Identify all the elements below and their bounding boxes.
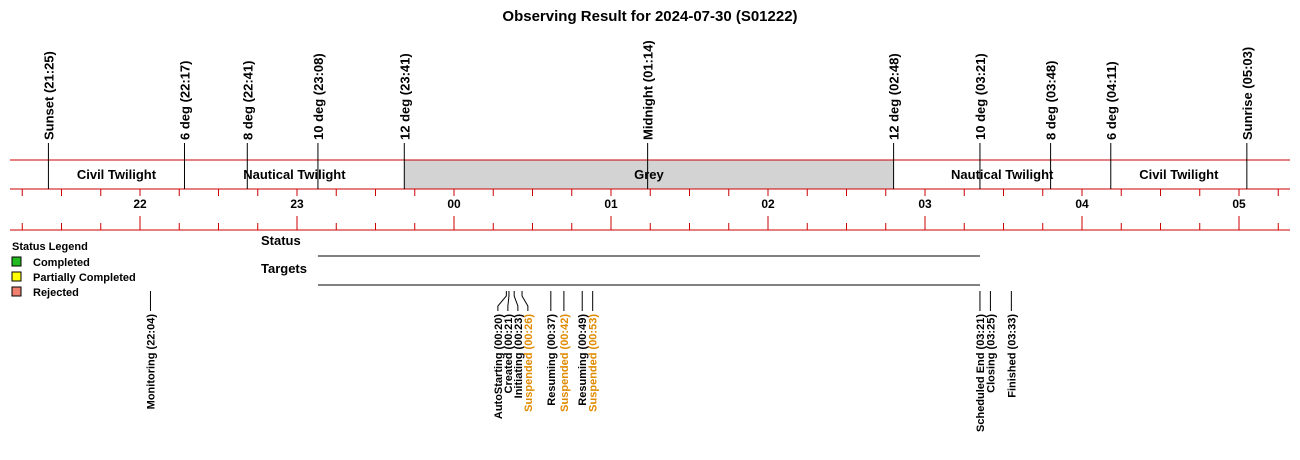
time-axis-layer: 22 23 00 01 02 03 04 05: [10, 159, 1290, 231]
event-label: Resuming (00:49): [577, 314, 589, 406]
twilight-band: [1110, 160, 1247, 189]
event-label: Finished (03:33): [1006, 314, 1018, 398]
event-label: Scheduled End (03:21): [975, 314, 987, 432]
solar-event-label: 8 deg (03:48): [1044, 61, 1059, 140]
event-label: Resuming (00:37): [546, 314, 558, 406]
legend-swatch: [11, 286, 22, 297]
hour-tick-label: 03: [918, 197, 932, 211]
observing-events-layer: Monitoring (22:04) AutoStarting (00:20)Cr…: [145, 291, 1018, 432]
hour-tick-label: 05: [1232, 197, 1246, 211]
event-label: Suspended (00:26): [523, 314, 535, 412]
solar-event-label: Sunset (21:25): [41, 51, 56, 140]
event-label: Closing (03:25): [985, 314, 997, 393]
solar-event-label: 8 deg (22:41): [240, 61, 255, 140]
legend-item-label: Partially Completed: [33, 272, 136, 284]
solar-event-label: 10 deg (23:08): [311, 53, 326, 140]
twilight-band-label: Civil Twilight: [77, 167, 157, 182]
solar-event-label: Sunrise (05:03): [1240, 47, 1255, 140]
legend-item-label: Completed: [33, 257, 90, 269]
status-legend: Status Legend Completed Partially Complete…: [11, 241, 136, 299]
event-connector: [507, 291, 510, 311]
event-label: Suspended (00:42): [559, 314, 571, 412]
twilight-bands-layer: Civil Twilight Nautical Twilight Grey Nauti…: [48, 160, 1247, 189]
event-label: Created (00:21): [503, 314, 515, 394]
event-connector: [513, 291, 519, 311]
row-label: Targets: [261, 261, 307, 276]
twilight-band-label: Nautical Twilight: [243, 167, 346, 182]
hour-tick-label: 22: [133, 197, 147, 211]
twilight-band: [404, 160, 894, 189]
event-label: Initiating (00:23): [513, 314, 525, 399]
solar-event-label: Midnight (01:14): [641, 40, 656, 140]
hour-tick-label: 04: [1075, 197, 1089, 211]
hour-tick-label: 00: [447, 197, 461, 211]
legend-swatch: [11, 256, 22, 267]
solar-event-label: 6 deg (04:11): [1104, 61, 1119, 140]
solar-event-label: 6 deg (22:17): [177, 61, 192, 140]
row-label: Status: [261, 233, 301, 248]
twilight-band-label: Grey: [634, 167, 664, 182]
solar-event-label: 10 deg (03:21): [973, 53, 988, 140]
status-rows-layer: Status Targets: [261, 233, 980, 286]
hour-tick-label: 02: [761, 197, 775, 211]
solar-events-layer: Sunset (21:25) 6 deg (22:17) 8 deg (22:41)…: [41, 40, 1255, 189]
legend-swatch: [11, 271, 22, 282]
chart-title: Observing Result for 2024-07-30 (S01222): [502, 8, 797, 25]
event-label: Suspended (00:53): [588, 314, 600, 412]
solar-event-label: 12 deg (02:48): [887, 53, 902, 140]
twilight-band: [184, 160, 405, 189]
event-label: AutoStarting (00:20): [493, 314, 505, 419]
hour-tick-label: 23: [290, 197, 304, 211]
solar-event-label: 12 deg (23:41): [397, 53, 412, 140]
twilight-band-label: Civil Twilight: [1139, 167, 1219, 182]
event-connector: [497, 291, 507, 311]
event-label: Monitoring (22:04): [145, 314, 157, 410]
event-connector: [521, 291, 529, 311]
twilight-band: [48, 160, 185, 189]
legend-title: Status Legend: [12, 241, 88, 253]
twilight-band-label: Nautical Twilight: [951, 167, 1054, 182]
twilight-band: [893, 160, 1111, 189]
legend-item-label: Rejected: [33, 287, 79, 299]
hour-tick-label: 01: [604, 197, 618, 211]
